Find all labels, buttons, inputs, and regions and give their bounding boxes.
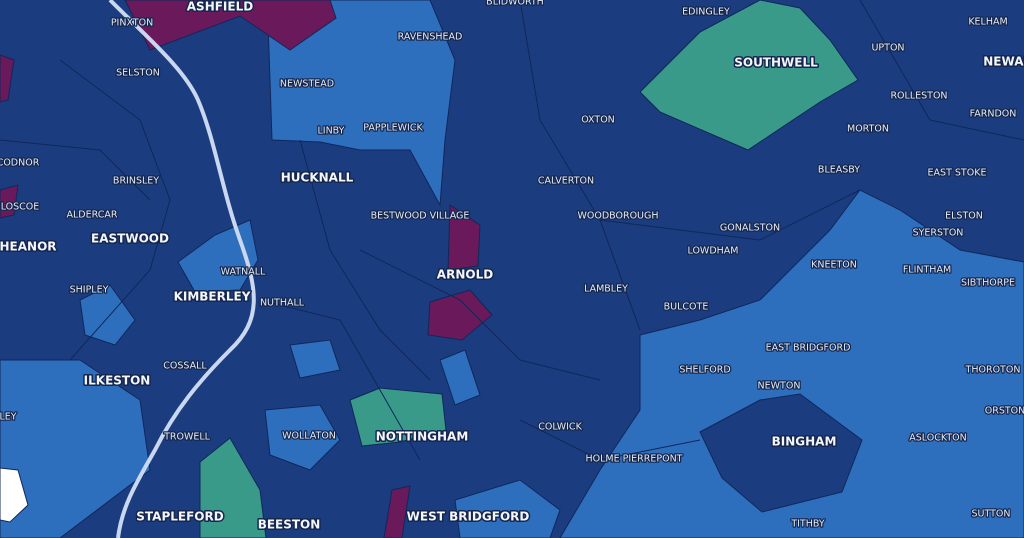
place-label: ASLOCKTON: [909, 433, 966, 444]
region: [639, 0, 859, 151]
place-label: NUTHALL: [260, 298, 305, 309]
place-label: KELHAM: [968, 17, 1007, 28]
place-label: CALVERTON: [538, 176, 594, 187]
place-label: NOTTINGHAM: [376, 430, 469, 444]
place-label: ILKESTON: [84, 374, 151, 388]
place-label: WOODBOROUGH: [577, 211, 658, 222]
place-label: EASTWOOD: [91, 232, 169, 246]
place-label: PAPPLEWICK: [363, 123, 423, 134]
region: [124, 0, 337, 51]
place-label: ARNOLD: [437, 268, 493, 282]
region: [264, 404, 341, 471]
place-label: LOWDHAM: [688, 246, 739, 257]
place-label: BESTWOOD VILLAGE: [371, 211, 470, 222]
place-label: EAST STOKE: [928, 168, 987, 179]
place-label: SOUTHWELL: [734, 56, 818, 70]
place-label: BULCOTE: [664, 302, 709, 313]
region: [427, 289, 493, 341]
place-label: WATNALL: [221, 267, 266, 278]
place-label: NEWSTEAD: [280, 79, 334, 90]
place-label: ROLLESTON: [890, 91, 947, 102]
place-label: SHIPLEY: [70, 285, 109, 296]
place-label: LOSCOE: [1, 202, 40, 213]
boundaries: [0, 0, 1024, 461]
place-label: OXTON: [581, 115, 615, 126]
place-label: EAST BRIDGFORD: [766, 343, 851, 354]
place-label: NEWAR: [983, 55, 1024, 69]
place-label: BEESTON: [258, 518, 321, 532]
region: [0, 54, 15, 103]
region: [267, 0, 456, 207]
place-label: THOROTON: [965, 365, 1021, 376]
place-label: COLWICK: [538, 422, 582, 433]
place-label: CODNOR: [0, 158, 40, 169]
place-label: SIBTHORPE: [961, 278, 1015, 289]
place-label: SYERSTON: [913, 228, 964, 239]
place-label: SELSTON: [116, 68, 160, 79]
place-label: KIMBERLEY: [174, 290, 251, 304]
region: [383, 485, 411, 538]
place-label: WEST BRIDGFORD: [407, 510, 530, 524]
place-label: EDINGLEY: [682, 7, 730, 18]
place-label: ELSTON: [945, 211, 983, 222]
place-label: HOLME PIERREPONT: [586, 454, 683, 465]
place-label: BLEASBY: [818, 165, 860, 176]
region: [79, 284, 136, 346]
place-label: SUTTON: [971, 509, 1010, 520]
region: [199, 437, 267, 538]
place-label: BRINSLEY: [113, 176, 159, 187]
place-label: RAVENSHEAD: [398, 32, 463, 43]
road: [108, 0, 256, 538]
region: [0, 467, 29, 523]
place-label: ALDERCAR: [67, 210, 118, 221]
place-label: COSSALL: [163, 361, 207, 372]
place-label: PINXTON: [111, 18, 153, 29]
place-label: BLIDWORTH: [486, 0, 544, 8]
place-label: FARNDON: [970, 109, 1017, 120]
place-label: FLINTHAM: [903, 265, 951, 276]
place-label: ORSTON: [985, 406, 1024, 417]
boundary: [0, 0, 1024, 461]
place-label: LAMBLEY: [584, 284, 628, 295]
place-label: LINBY: [317, 126, 344, 137]
place-label: STAPLEFORD: [136, 510, 223, 524]
place-label: HUCKNALL: [281, 171, 354, 185]
place-label: MORTON: [847, 124, 889, 135]
place-label: WOLLATON: [282, 431, 336, 442]
place-label: KNEETON: [811, 260, 857, 271]
place-label: UPTON: [871, 43, 904, 54]
region: [349, 387, 447, 447]
region: [289, 339, 341, 379]
region: [699, 393, 863, 513]
region: [559, 189, 1024, 538]
place-label: HEANOR: [0, 240, 57, 254]
place-label: TITHBY: [790, 519, 825, 530]
region: [439, 349, 481, 406]
place-label: LEY: [0, 412, 17, 423]
place-label: SHELFORD: [679, 365, 730, 376]
place-label: BINGHAM: [772, 435, 837, 449]
place-label: TROWELL: [163, 432, 211, 443]
place-label: ASHFIELD: [187, 0, 253, 14]
region: [454, 479, 561, 538]
region: [0, 184, 19, 219]
region: [447, 204, 481, 271]
region: [0, 359, 151, 538]
place-label: GONALSTON: [720, 223, 780, 234]
place-label: NEWTON: [758, 381, 801, 392]
